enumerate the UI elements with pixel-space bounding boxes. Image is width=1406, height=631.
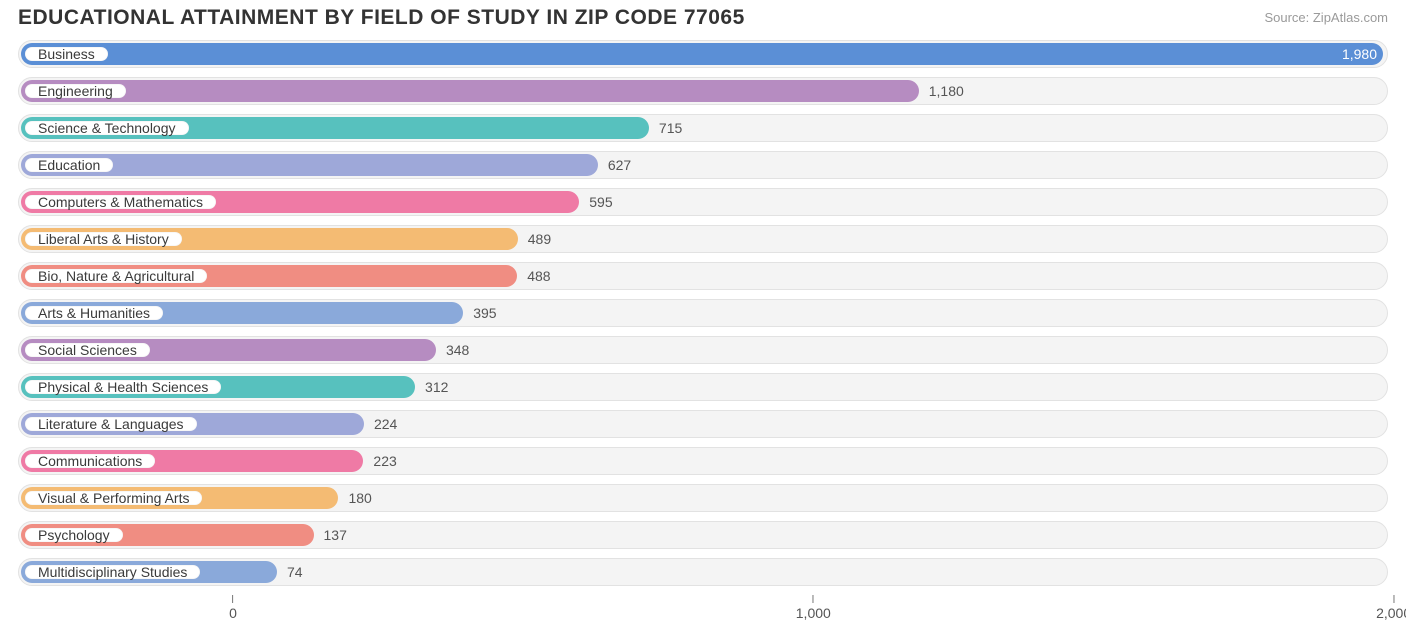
bar-fill: Physical & Health Sciences [21, 376, 415, 398]
bar-track: Social Sciences 348 [18, 336, 1388, 364]
tick-label: 2,000 [1376, 605, 1406, 621]
bar-label: Science & Technology [25, 121, 189, 135]
bar-value: 1,980 [1342, 41, 1377, 67]
bar-value: 312 [415, 374, 448, 400]
bar-label: Physical & Health Sciences [25, 380, 221, 394]
x-tick: 1,000 [796, 595, 831, 621]
bar-value: 595 [579, 189, 612, 215]
bar-label: Visual & Performing Arts [25, 491, 202, 505]
bar-value: 137 [314, 522, 347, 548]
bar-track: Liberal Arts & History 489 [18, 225, 1388, 253]
tick-mark [813, 595, 814, 603]
bar-value: 224 [364, 411, 397, 437]
bar-label: Education [25, 158, 113, 172]
bar-track: Psychology 137 [18, 521, 1388, 549]
bar-value: 489 [518, 226, 551, 252]
bar-label: Psychology [25, 528, 123, 542]
bar-track: Arts & Humanities 395 [18, 299, 1388, 327]
bar-fill: Multidisciplinary Studies [21, 561, 277, 583]
bar-label: Engineering [25, 84, 126, 98]
bar-track: Visual & Performing Arts 180 [18, 484, 1388, 512]
chart-source: Source: ZipAtlas.com [1264, 6, 1388, 25]
bar-label: Bio, Nature & Agricultural [25, 269, 207, 283]
x-axis: 01,0002,000 [18, 595, 1388, 625]
bar-fill: Arts & Humanities [21, 302, 463, 324]
x-tick: 0 [229, 595, 237, 621]
bar-track: Education 627 [18, 151, 1388, 179]
bar-value: 180 [338, 485, 371, 511]
bar-label: Arts & Humanities [25, 306, 163, 320]
bar-fill: Visual & Performing Arts [21, 487, 338, 509]
bar-label: Business [25, 47, 108, 61]
chart-area: Business 1,980 Engineering 1,180 Science & T… [0, 34, 1406, 586]
bar-track: Business 1,980 [18, 40, 1388, 68]
chart-header: EDUCATIONAL ATTAINMENT BY FIELD OF STUDY… [0, 0, 1406, 34]
bar-label: Liberal Arts & History [25, 232, 182, 246]
bar-value: 74 [277, 559, 303, 585]
bar-value: 395 [463, 300, 496, 326]
bar-fill: Literature & Languages [21, 413, 364, 435]
bar-fill: Science & Technology [21, 117, 649, 139]
tick-mark [232, 595, 233, 603]
bar-label: Multidisciplinary Studies [25, 565, 200, 579]
bar-label: Social Sciences [25, 343, 150, 357]
bar-track: Physical & Health Sciences 312 [18, 373, 1388, 401]
tick-mark [1393, 595, 1394, 603]
bar-track: Literature & Languages 224 [18, 410, 1388, 438]
bar-fill: Bio, Nature & Agricultural [21, 265, 517, 287]
bar-fill: Communications [21, 450, 363, 472]
bar-value: 223 [363, 448, 396, 474]
bar-value: 348 [436, 337, 469, 363]
bar-value: 627 [598, 152, 631, 178]
bar-label: Computers & Mathematics [25, 195, 216, 209]
bar-fill: Engineering [21, 80, 919, 102]
chart-title: EDUCATIONAL ATTAINMENT BY FIELD OF STUDY… [18, 6, 745, 30]
bar-fill: Social Sciences [21, 339, 436, 361]
bar-fill: Liberal Arts & History [21, 228, 518, 250]
bar-track: Engineering 1,180 [18, 77, 1388, 105]
bar-fill: Business [21, 43, 1383, 65]
bar-value: 1,180 [919, 78, 964, 104]
bar-value: 715 [649, 115, 682, 141]
x-tick: 2,000 [1376, 595, 1406, 621]
bar-track: Bio, Nature & Agricultural 488 [18, 262, 1388, 290]
bar-fill: Psychology [21, 524, 314, 546]
bar-fill: Computers & Mathematics [21, 191, 579, 213]
bar-track: Computers & Mathematics 595 [18, 188, 1388, 216]
bar-track: Multidisciplinary Studies 74 [18, 558, 1388, 586]
bar-fill: Education [21, 154, 598, 176]
bar-track: Communications 223 [18, 447, 1388, 475]
bar-track: Science & Technology 715 [18, 114, 1388, 142]
tick-label: 1,000 [796, 605, 831, 621]
bar-value: 488 [517, 263, 550, 289]
tick-label: 0 [229, 605, 237, 621]
bar-label: Communications [25, 454, 155, 468]
bar-label: Literature & Languages [25, 417, 197, 431]
